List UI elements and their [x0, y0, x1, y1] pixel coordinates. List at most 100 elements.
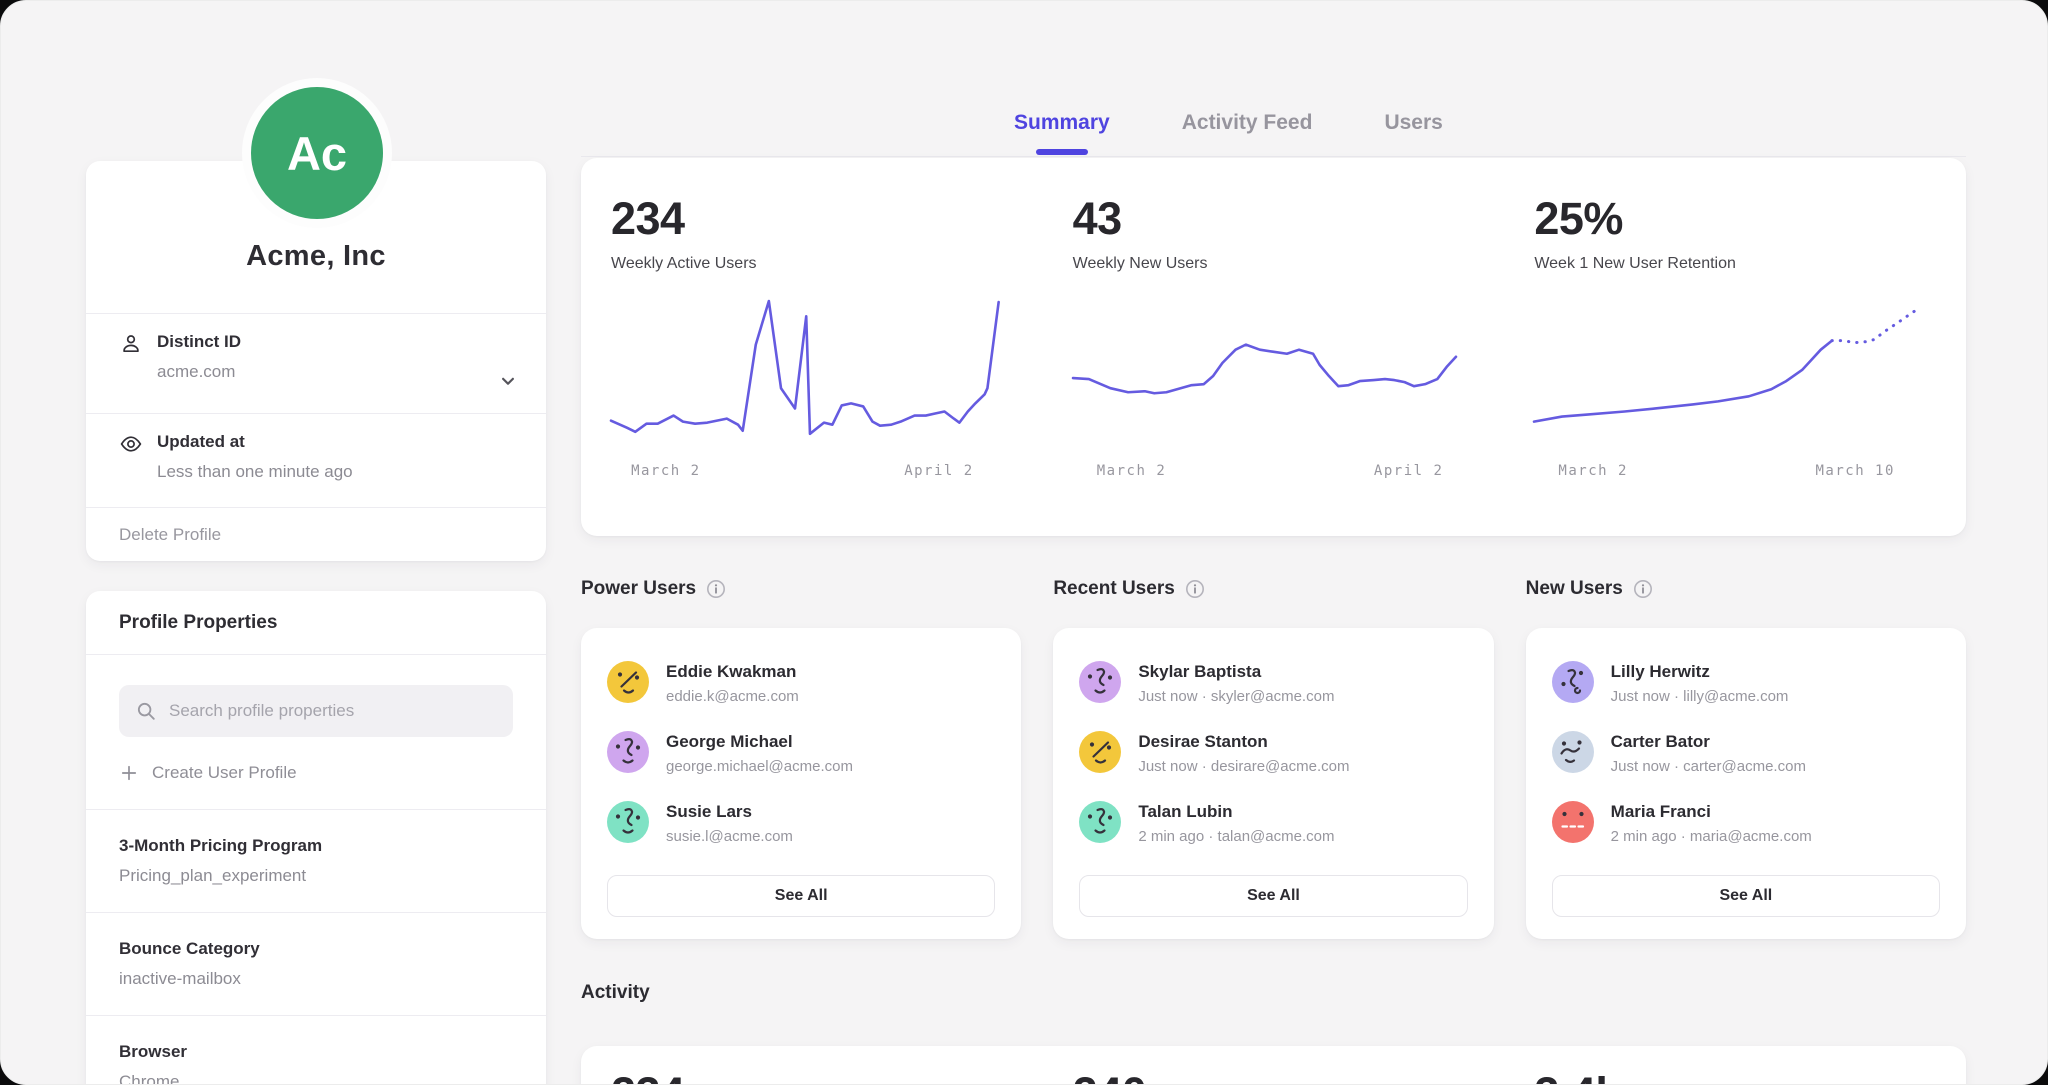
sparkline-chart: [1073, 297, 1475, 449]
activity-stat-column: 234: [581, 1046, 1043, 1084]
distinct-id-label: Distinct ID: [157, 332, 242, 351]
user-name: Eddie Kwakman: [666, 662, 797, 681]
profile-property-row[interactable]: Bounce Category inactive-mailbox: [86, 912, 546, 1015]
stat-label: Weekly Active Users: [611, 255, 757, 272]
x-axis-ticks: March 2 April 2: [611, 463, 1013, 483]
search-box: [119, 685, 513, 737]
tab-summary[interactable]: Summary: [1014, 111, 1110, 155]
property-name: 3-Month Pricing Program: [119, 836, 323, 855]
user-avatar: [607, 661, 649, 703]
profile-properties-title: Profile Properties: [86, 591, 546, 655]
axis-tick: April 2: [1373, 463, 1444, 479]
user-avatar: [1551, 731, 1594, 773]
profile-property-row[interactable]: 3-Month Pricing Program Pricing_plan_expe…: [86, 809, 546, 912]
user-avatar: [607, 731, 649, 773]
sparkline-chart: [611, 297, 1013, 449]
info-icon[interactable]: [706, 579, 726, 599]
user-name: George Michael: [666, 732, 793, 751]
user-section-recent-users: Recent Users Skylar Baptista Just now · sk…: [1053, 577, 1494, 939]
avatar: Ac: [242, 78, 392, 228]
activity-title: Activity: [581, 982, 650, 1003]
tabs: Summary Activity Feed Users: [581, 111, 1966, 155]
user-meta: susie.l@acme.com: [666, 828, 793, 845]
user-list-card: Eddie Kwakman eddie.k@acme.com George Mich…: [581, 628, 1022, 939]
user-row[interactable]: Maria Franci 2 min ago · maria@acme.com: [1551, 801, 1940, 845]
tab-activity-feed[interactable]: Activity Feed: [1182, 111, 1313, 155]
user-row[interactable]: Carter Bator Just now · carter@acme.com: [1551, 731, 1940, 775]
user-meta: 2 min ago · talan@acme.com: [1138, 828, 1335, 845]
user-meta: eddie.k@acme.com: [666, 688, 799, 705]
tabs-divider: [581, 156, 1966, 157]
activity-stat-column: 3.4k: [1504, 1046, 1966, 1084]
user-row[interactable]: Susie Lars susie.l@acme.com: [607, 801, 995, 845]
stat-value: 234: [611, 193, 685, 244]
axis-tick: March 2: [1096, 463, 1167, 479]
chevron-down-icon[interactable]: [495, 368, 521, 394]
x-axis-ticks: March 2 April 2: [1073, 463, 1475, 483]
profile-properties-list: 3-Month Pricing Program Pricing_plan_expe…: [86, 809, 546, 1085]
tab-users[interactable]: Users: [1384, 111, 1442, 155]
user-row[interactable]: George Michael george.michael@acme.com: [607, 731, 995, 775]
see-all-button[interactable]: See All: [607, 875, 996, 917]
info-icon[interactable]: [1633, 579, 1653, 599]
user-row[interactable]: Desirae Stanton Just now · desirare@acme.…: [1079, 731, 1467, 775]
stat-label: Weekly New Users: [1072, 255, 1208, 272]
property-value: Chrome: [119, 1072, 180, 1085]
activity-stat-value: 3.4k: [1534, 1068, 1620, 1084]
stat-column: 234 Weekly Active Users March 2 April 2: [581, 158, 1043, 536]
user-meta: 2 min ago · maria@acme.com: [1610, 828, 1812, 845]
profile-properties-search-input[interactable]: [169, 701, 497, 721]
user-meta: george.michael@acme.com: [666, 758, 853, 775]
create-user-profile-button[interactable]: Create User Profile: [119, 763, 513, 783]
user-meta: Just now · lilly@acme.com: [1610, 688, 1789, 705]
create-user-profile-label: Create User Profile: [152, 763, 297, 782]
person-icon: [123, 335, 139, 353]
user-text: Susie Lars susie.l@acme.com: [666, 801, 793, 845]
user-section-title: Power Users: [581, 577, 1021, 601]
x-axis-ticks: March 2 March 10: [1534, 463, 1936, 483]
search-icon: [137, 702, 155, 720]
user-row[interactable]: Eddie Kwakman eddie.k@acme.com: [607, 661, 995, 705]
user-list-card: Skylar Baptista Just now · skyler@acme.co…: [1053, 628, 1494, 939]
user-text: Maria Franci 2 min ago · maria@acme.com: [1611, 801, 1812, 845]
see-all-button[interactable]: See All: [1551, 875, 1940, 917]
see-all-button[interactable]: See All: [1079, 875, 1468, 917]
axis-tick: March 2: [1558, 463, 1628, 479]
user-meta: Just now · carter@acme.com: [1610, 758, 1806, 775]
user-text: Carter Bator Just now · carter@acme.com: [1611, 731, 1806, 775]
updated-at-label: Updated at: [157, 432, 245, 451]
user-text: Eddie Kwakman eddie.k@acme.com: [666, 661, 799, 705]
profile-property-row[interactable]: Browser Chrome: [86, 1015, 546, 1085]
property-name: Bounce Category: [119, 939, 260, 958]
section-title-text: Recent Users: [1053, 578, 1175, 599]
user-text: Desirae Stanton Just now · desirare@acme.…: [1138, 731, 1349, 775]
info-icon[interactable]: [1185, 579, 1205, 599]
tab-label: Activity Feed: [1181, 111, 1313, 134]
stat-value: 43: [1072, 193, 1123, 244]
axis-tick: April 2: [904, 463, 974, 479]
user-sections: Power Users Eddie Kwakman eddie.k@acme.com…: [581, 577, 1966, 939]
plus-icon: [121, 765, 137, 781]
stat-label: Week 1 New User Retention: [1534, 255, 1736, 272]
user-avatar: [1079, 801, 1122, 843]
user-list-card: Lilly Herwitz Just now · lilly@acme.com Ca…: [1525, 628, 1966, 939]
user-row[interactable]: Talan Lubin 2 min ago · talan@acme.com: [1079, 801, 1467, 845]
section-title-text: New Users: [1525, 578, 1623, 599]
profile-name: Acme, Inc: [246, 240, 386, 272]
user-avatar: [1551, 801, 1594, 843]
user-text: Skylar Baptista Just now · skyler@acme.co…: [1138, 661, 1334, 705]
avatar-initials: Ac: [286, 126, 348, 180]
activity-stat-value: 240: [1073, 1068, 1147, 1084]
user-text: Talan Lubin 2 min ago · talan@acme.com: [1138, 801, 1334, 845]
user-avatar: [1079, 661, 1122, 703]
user-row[interactable]: Skylar Baptista Just now · skyler@acme.co…: [1079, 661, 1467, 705]
user-row[interactable]: Lilly Herwitz Just now · lilly@acme.com: [1551, 661, 1940, 705]
user-section-title: New Users: [1526, 577, 1966, 601]
delete-profile-button[interactable]: Delete Profile: [86, 507, 546, 561]
stat-column: 25% Week 1 New User Retention March 2 March…: [1504, 158, 1966, 536]
user-name: Lilly Herwitz: [1610, 662, 1710, 681]
user-text: George Michael george.michael@acme.com: [666, 731, 853, 775]
updated-at-value: Less than one minute ago: [157, 462, 353, 481]
user-name: Susie Lars: [666, 802, 752, 821]
